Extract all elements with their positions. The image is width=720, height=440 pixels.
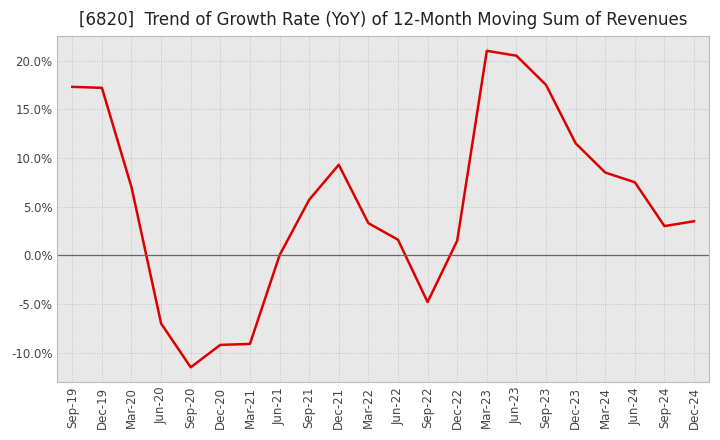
Title: [6820]  Trend of Growth Rate (YoY) of 12-Month Moving Sum of Revenues: [6820] Trend of Growth Rate (YoY) of 12-… bbox=[79, 11, 688, 29]
